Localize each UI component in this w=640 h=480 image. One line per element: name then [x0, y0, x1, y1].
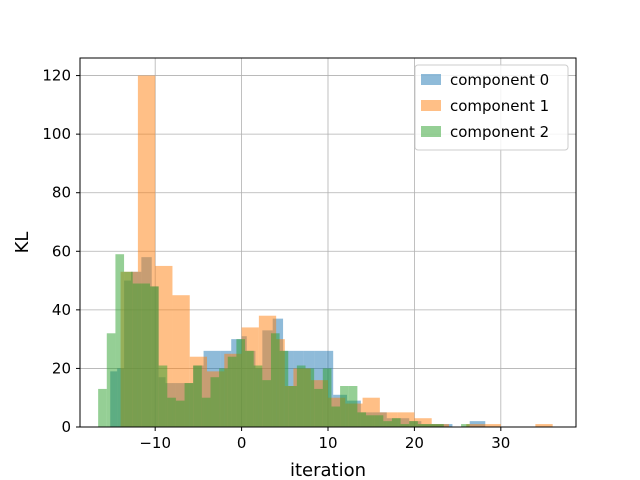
histogram-bar — [98, 388, 107, 427]
histogram-bar — [262, 380, 271, 427]
legend-label: component 1 — [450, 97, 549, 115]
histogram-bar — [124, 271, 133, 427]
y-axis-label: KL — [12, 232, 33, 254]
y-tick-label: 60 — [52, 242, 71, 260]
histogram-bar — [483, 424, 501, 427]
histogram-bar — [167, 397, 176, 427]
histogram-bar — [322, 368, 332, 427]
series-2-bars — [98, 254, 470, 427]
histogram-bar — [132, 283, 142, 427]
y-tick-label: 20 — [52, 359, 71, 377]
histogram-bar — [409, 421, 418, 427]
histogram-bar — [253, 365, 263, 427]
legend: component 0 component 1 component 2 — [414, 64, 569, 151]
histogram-bar — [270, 333, 280, 427]
histogram-bar — [115, 254, 125, 427]
histogram-bar — [201, 397, 211, 427]
bars — [98, 75, 553, 428]
histogram-bar — [535, 424, 553, 427]
histogram-bar — [158, 365, 168, 427]
x-axis-label: iteration — [290, 460, 366, 480]
histogram-bar — [279, 350, 289, 427]
legend-label: component 0 — [450, 71, 549, 89]
y-tick-label: 120 — [42, 67, 71, 85]
histogram-bar — [391, 418, 401, 427]
histogram-bar — [331, 406, 341, 427]
ticks: −10 0 10 20 30 0 20 40 60 80 100 120 — [42, 67, 510, 452]
histogram-bar — [469, 421, 486, 427]
y-tick-label: 0 — [61, 418, 71, 436]
histogram-bar — [366, 415, 375, 427]
histogram-bar — [296, 365, 306, 427]
y-tick-label: 100 — [42, 125, 71, 143]
histogram-bar — [175, 400, 185, 427]
histogram-bar — [245, 350, 254, 427]
histogram-bar — [227, 356, 237, 427]
histogram-bar — [106, 333, 116, 427]
histogram-bar — [210, 377, 220, 427]
histogram-bar — [374, 415, 384, 427]
legend-box — [414, 64, 569, 151]
histogram-bar — [219, 368, 228, 427]
y-tick-label: 40 — [52, 301, 71, 319]
histogram-bar — [426, 424, 436, 427]
histogram-bar — [149, 286, 159, 427]
histogram-bar — [400, 424, 410, 427]
histogram-bar — [414, 418, 432, 427]
histogram-bar — [305, 368, 315, 427]
histogram-bar — [288, 386, 297, 427]
legend-swatch — [421, 74, 441, 85]
histogram-bar — [357, 412, 367, 427]
histogram-bar — [141, 283, 150, 427]
legend-swatch — [421, 126, 441, 137]
histogram-bar — [466, 424, 484, 427]
histogram-bar — [340, 386, 349, 427]
histogram-bar — [348, 386, 358, 427]
histogram-bar — [314, 388, 323, 427]
x-tick-label: −10 — [139, 434, 171, 452]
x-tick-label: 30 — [491, 434, 510, 452]
x-tick-label: 10 — [318, 434, 337, 452]
histogram-bar — [435, 424, 444, 427]
histogram-bar — [461, 424, 470, 427]
histogram-bar — [184, 383, 194, 427]
legend-label: component 2 — [450, 123, 549, 141]
histogram-bar — [236, 339, 246, 427]
histogram-bar — [417, 424, 427, 427]
legend-swatch — [421, 100, 441, 111]
y-tick-label: 80 — [52, 184, 71, 202]
x-tick-label: 0 — [237, 434, 247, 452]
x-tick-label: 20 — [405, 434, 424, 452]
histogram-bar — [383, 421, 392, 427]
histogram-bar — [193, 365, 202, 427]
